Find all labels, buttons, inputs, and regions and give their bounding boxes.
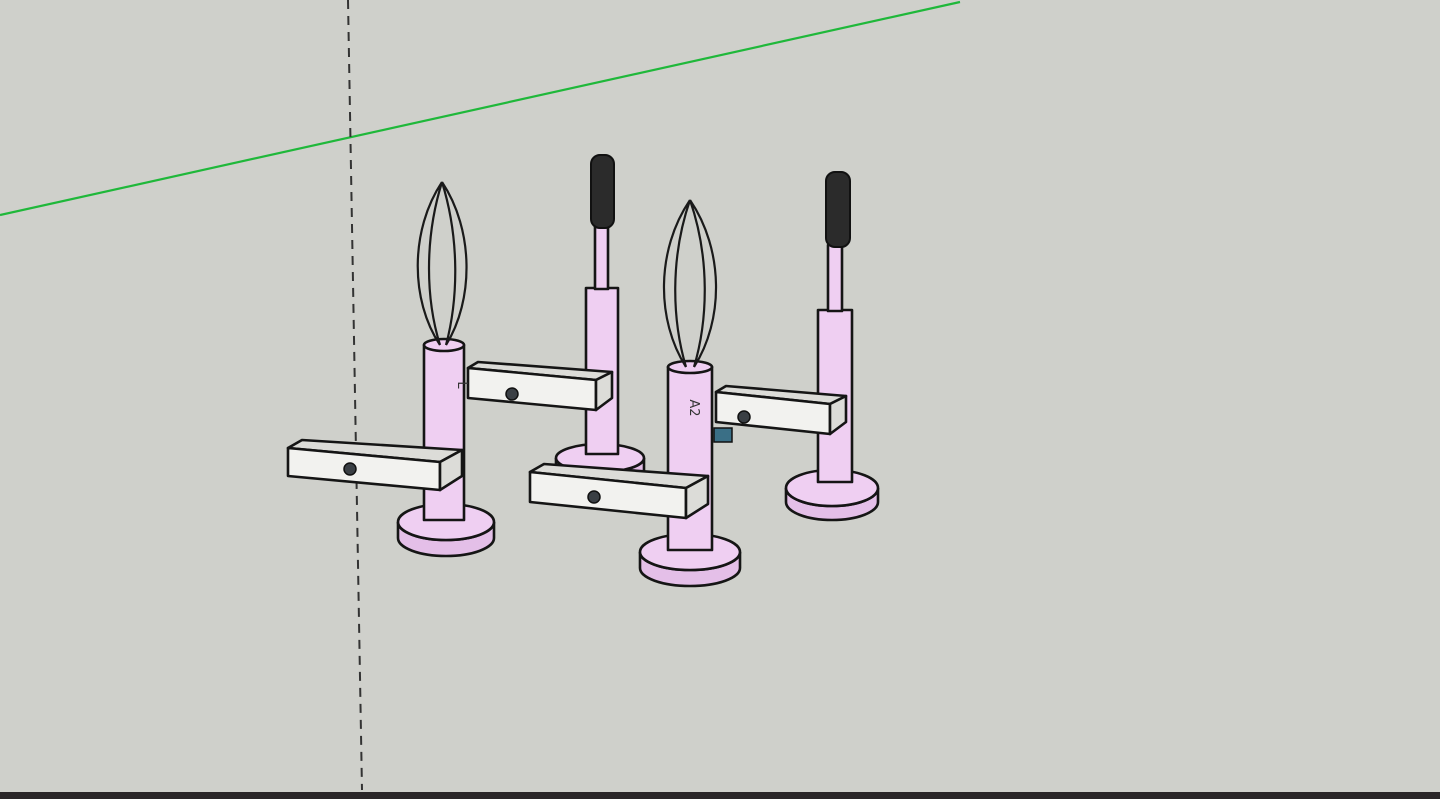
bottom-border [0, 792, 1440, 799]
whisk-stand: A2 [528, 199, 742, 588]
green-axis [0, 0, 961, 217]
post-label: A2 [686, 399, 701, 416]
post-label: L [454, 381, 469, 389]
rod-stand [713, 171, 880, 522]
whisk-stand: L [286, 181, 496, 558]
dashed-axis [347, 0, 363, 791]
